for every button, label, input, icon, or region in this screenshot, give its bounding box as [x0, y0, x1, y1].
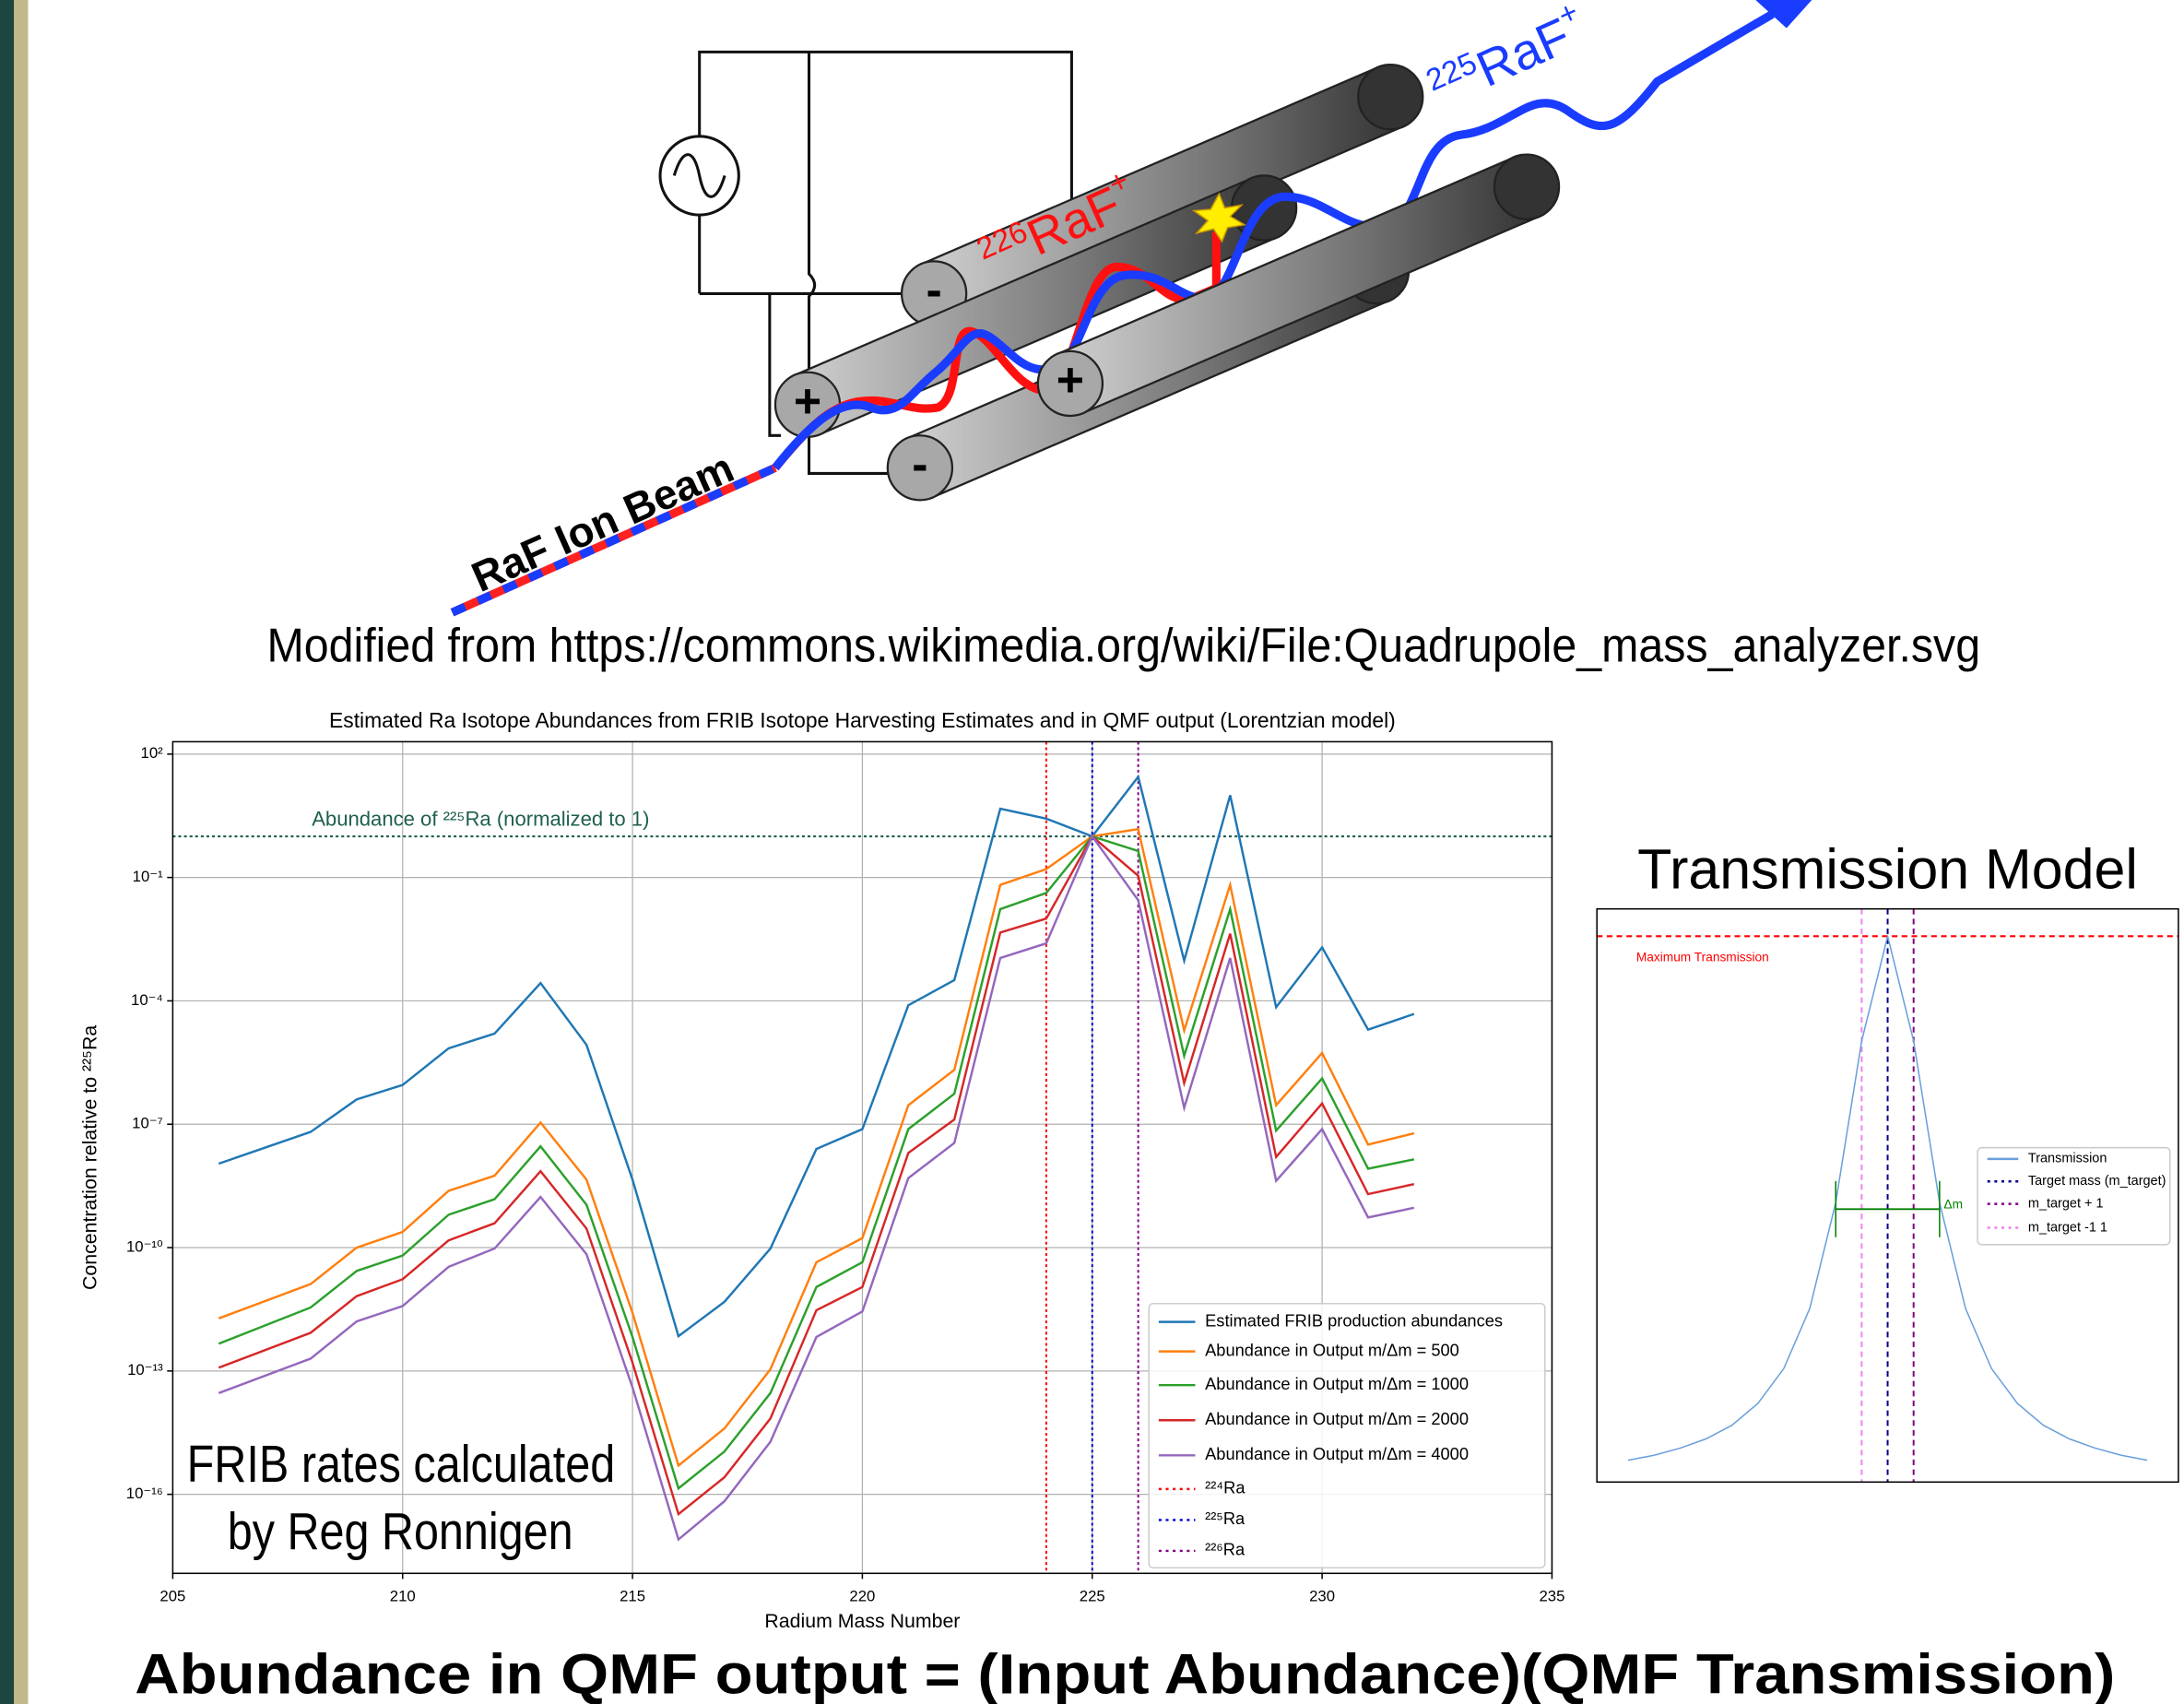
x-tick-label: 205 — [159, 1588, 185, 1605]
chart-title: Estimated Ra Isotope Abundances from FRI… — [329, 708, 1396, 732]
x-axis-label: Radium Mass Number — [764, 1610, 960, 1632]
x-tick-label: 230 — [1309, 1588, 1335, 1605]
reference-label: Abundance of ²²⁵Ra (normalized to 1) — [312, 808, 649, 831]
y-tick-label: 10⁻¹ — [133, 868, 163, 885]
x-tick-label: 220 — [849, 1588, 875, 1605]
border-dark — [0, 0, 14, 1704]
rod-end — [1494, 155, 1559, 219]
rod-sign: + — [1057, 353, 1084, 407]
legend-label: Transmission — [2028, 1152, 2107, 1166]
chart-note: by Reg Ronnigen — [228, 1502, 573, 1560]
ion-225-label: 225RaF+ — [1419, 0, 1595, 119]
legend-label: Estimated FRIB production abundances — [1205, 1310, 1503, 1330]
legend-label: ²²⁶Ra — [1205, 1540, 1245, 1559]
y-axis-label: Concentration relative to ²²⁵Ra — [79, 1025, 101, 1290]
series-line — [218, 776, 1414, 1336]
rod-sign: - — [912, 437, 927, 491]
legend-label: Abundance in Output m/Δm = 2000 — [1205, 1409, 1469, 1428]
slide: - + + - RaF Ion Beam 226RaF+ 225RaF+ Mod… — [0, 0, 2184, 1704]
legend-label: m_target + 1 — [2028, 1196, 2104, 1211]
y-tick-label: 10⁻⁴ — [131, 991, 163, 1009]
source-note: Modified from https://commons.wikimedia.… — [266, 619, 1980, 672]
footer: Abundance in QMF output = (Input Abundan… — [135, 1643, 2115, 1704]
x-tick-label: 225 — [1080, 1588, 1105, 1605]
wave-225 — [775, 14, 1773, 467]
y-tick-label: 10⁻¹³ — [127, 1361, 163, 1379]
y-tick-label: 10⁻⁷ — [132, 1115, 163, 1132]
x-tick-label: 215 — [620, 1588, 645, 1605]
reference-label: Maximum Transmission — [1636, 951, 1769, 964]
border-khaki — [14, 0, 28, 1704]
x-tick-label: 235 — [1539, 1588, 1564, 1605]
beam-label: RaF Ion Beam — [465, 444, 740, 601]
legend-label: Abundance in Output m/Δm = 500 — [1205, 1340, 1459, 1359]
legend-label: Target mass (m_target) — [2028, 1174, 2166, 1189]
legend-label: ²²⁴Ra — [1205, 1478, 1245, 1497]
rod-end — [1358, 65, 1423, 129]
chart-note: FRIB rates calculated — [187, 1435, 616, 1493]
x-tick-label: 210 — [390, 1588, 416, 1605]
rod-sign: + — [794, 373, 821, 427]
y-tick-label: 10⁻¹⁰ — [126, 1237, 163, 1255]
charts: Estimated Ra Isotope Abundances from FRI… — [79, 708, 2178, 1632]
legend-label: Abundance in Output m/Δm = 1000 — [1205, 1374, 1469, 1393]
y-tick-label: 10² — [141, 744, 164, 762]
y-tick-label: 10⁻¹⁶ — [126, 1485, 163, 1502]
rod-sign: - — [926, 263, 941, 316]
arrow-head — [1755, 0, 1812, 28]
span-label: Δm — [1943, 1197, 1963, 1211]
legend-label: m_target -1 1 — [2028, 1220, 2107, 1235]
chart-title: Transmission Model — [1637, 838, 2138, 901]
legend-label: Abundance in Output m/Δm = 4000 — [1205, 1444, 1469, 1463]
page: {"diagram": {"beam_label": "RaF Ion Beam… — [0, 0, 2184, 1704]
legend-label: ²²⁵Ra — [1205, 1509, 1245, 1528]
